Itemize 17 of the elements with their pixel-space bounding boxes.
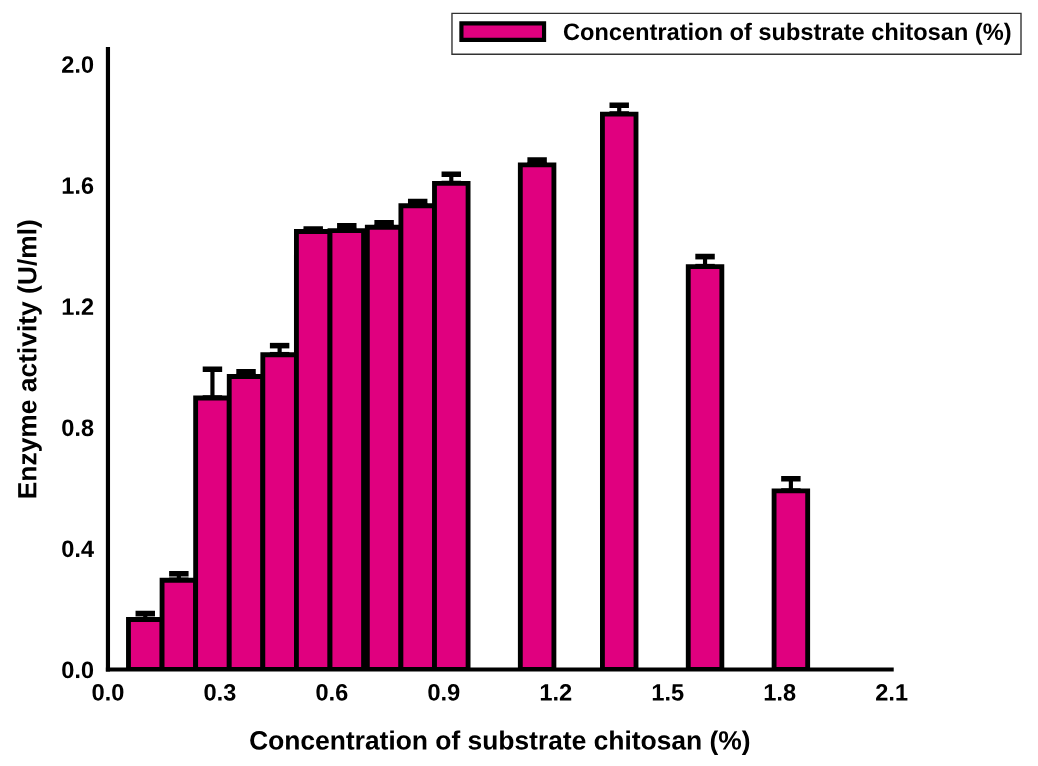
y-tick-label: 0.0 — [62, 661, 94, 679]
x-tick-label: 0.3 — [204, 684, 236, 701]
x-tick-label: 0.9 — [428, 684, 460, 701]
y-tick-label: 0.8 — [62, 419, 94, 437]
y-tick-label: 1.6 — [62, 177, 94, 195]
legend-label: Concentration of substrate chitosan (%) — [563, 22, 1011, 45]
y-tick-label: 2.0 — [62, 56, 94, 73]
x-tick-label: 0.0 — [92, 684, 124, 701]
y-tick-label: 1.2 — [62, 298, 94, 315]
y-tick-label: 0.4 — [62, 540, 94, 558]
x-tick-label: 1.2 — [540, 684, 572, 701]
x-tick-label: 2.1 — [876, 684, 908, 701]
x-axis-title: Concentration of substrate chitosan (%) — [250, 730, 750, 755]
y-axis-title: Enzyme activity (U/ml) — [17, 220, 42, 498]
x-tick-label: 0.6 — [316, 684, 348, 701]
x-tick-label: 1.5 — [652, 684, 684, 701]
x-tick-label: 1.8 — [764, 684, 796, 701]
